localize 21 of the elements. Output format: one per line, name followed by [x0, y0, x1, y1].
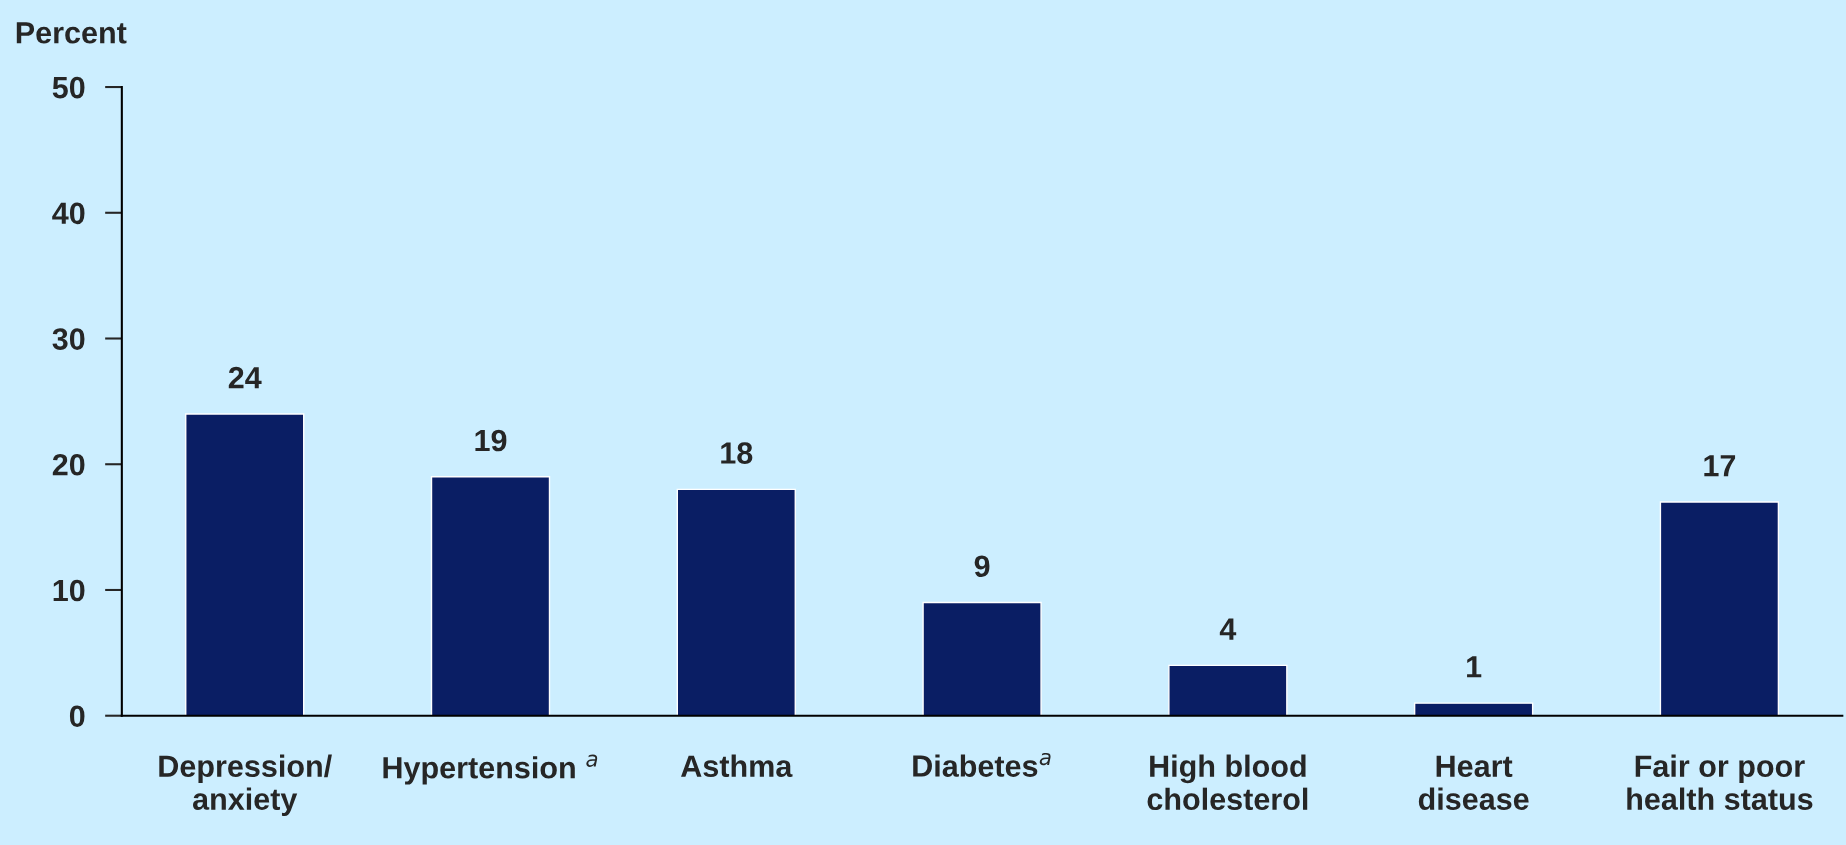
y-tick-label: 40 [52, 202, 85, 225]
y-tick-label: 10 [53, 579, 85, 602]
y-tick-label: 0 [69, 705, 85, 728]
data-label: 19 [475, 429, 507, 452]
data-label: 4 [1219, 618, 1237, 640]
y-tick-label: 20 [52, 453, 85, 476]
x-tick-label: Depression/ anxiety [159, 754, 332, 816]
data-label: 18 [721, 442, 753, 464]
x-tick-label: Diabetes$^{a}$ [913, 752, 1051, 777]
x-tick-label: Fair or poor health status [1627, 754, 1813, 810]
y-tick-label: 30 [52, 328, 85, 350]
y-axis-title: Percent [16, 22, 127, 44]
y-tick-label: 50 [52, 76, 85, 99]
x-tick-label: Asthma [681, 754, 793, 778]
data-label: 17 [1704, 455, 1736, 477]
data-label: 1 [1467, 656, 1482, 678]
data-label: 24 [228, 366, 262, 389]
x-tick-label: Hypertension $^{a}$ [383, 754, 598, 785]
x-tick-label: Heart disease [1418, 755, 1529, 810]
x-tick-label: High blood cholesterol [1147, 754, 1308, 811]
data-label: 9 [974, 555, 990, 578]
